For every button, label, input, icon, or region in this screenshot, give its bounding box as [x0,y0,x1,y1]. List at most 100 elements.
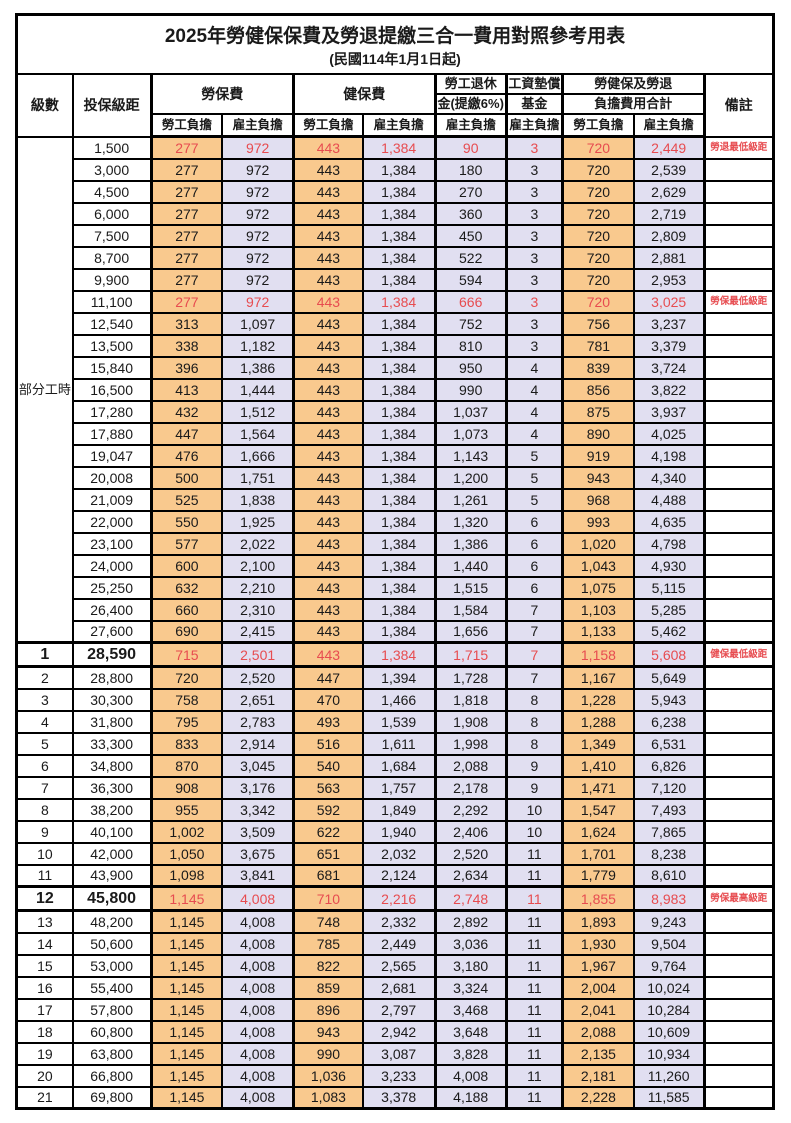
value-cell: 443 [292,509,364,534]
table-row: 15,840 396 1,386 443 1,384 950 4 839 3,724 [17,355,775,380]
table-row: 24,000 600 2,100 443 1,384 1,440 6 1,043 4,930 [17,553,775,578]
note-cell [703,509,775,534]
value-cell: 277 [149,267,224,292]
value-cell: 5,943 [632,687,706,712]
value-cell: 540 [292,753,364,778]
value-cell: 2,634 [434,863,508,888]
table-row: 21,009 525 1,838 443 1,384 1,261 5 968 4,488 [17,487,775,512]
value-cell: 443 [292,531,364,556]
value-cell: 2,520 [434,841,508,866]
value-cell: 972 [221,289,296,314]
value-cell: 277 [149,179,224,204]
value-cell: 1,097 [221,311,296,336]
value-cell: 4,008 [221,1085,296,1110]
value-cell: 3 [505,289,565,314]
level-cell: 21 [15,1085,74,1110]
bracket-cell: 3,000 [71,157,153,182]
value-cell: 8 [505,731,565,756]
value-cell: 2,520 [221,665,296,690]
value-cell: 2,135 [561,1041,635,1066]
value-cell: 1,073 [434,421,508,446]
note-cell [703,841,775,866]
value-cell: 715 [149,641,224,668]
level-cell: 20 [15,1063,74,1088]
table-row: 12,540 313 1,097 443 1,384 752 3 756 3,237 [17,311,775,336]
level-cell: 10 [15,841,74,866]
value-cell: 758 [149,687,224,712]
value-cell: 720 [149,665,224,690]
value-cell: 443 [292,443,364,468]
bracket-cell: 15,840 [71,355,153,380]
value-cell: 2,210 [221,575,296,600]
note-cell [703,997,775,1022]
value-cell: 1,320 [434,509,508,534]
bracket-cell: 4,500 [71,179,153,204]
value-cell: 1,143 [434,443,508,468]
value-cell: 396 [149,355,224,380]
table-row: 17,880 447 1,564 443 1,384 1,073 4 890 4,025 [17,421,775,446]
value-cell: 2,783 [221,709,296,734]
value-cell: 443 [292,465,364,490]
level-cell: 8 [15,797,74,822]
note-cell: 勞保最低級距 [703,289,775,314]
table-row: 17 57,800 1,145 4,008 896 2,797 3,468 11 2,041 10… [15,997,775,1022]
header-pension-employer: 雇主負擔 [434,113,508,138]
value-cell: 3,828 [434,1041,508,1066]
value-cell: 1,098 [149,863,224,888]
value-cell: 11 [505,997,565,1022]
value-cell: 443 [292,223,364,248]
bracket-cell: 48,200 [71,909,153,934]
value-cell: 1,564 [221,421,296,446]
value-cell: 1,818 [434,687,508,712]
bracket-cell: 26,400 [71,597,153,622]
value-cell: 8 [505,709,565,734]
value-cell: 443 [292,487,364,512]
note-cell [703,819,775,844]
value-cell: 9,504 [632,931,706,956]
value-cell: 4,008 [221,885,296,912]
value-cell: 180 [434,157,508,182]
level-cell: 2 [15,665,74,690]
value-cell: 5,285 [632,597,706,622]
bracket-cell: 36,300 [71,775,153,800]
note-cell [703,399,775,424]
value-cell: 5 [505,443,565,468]
value-cell: 443 [292,311,364,336]
value-cell: 3,045 [221,753,296,778]
header-health-insurance: 健保費 [292,73,437,115]
value-cell: 1,940 [361,819,437,844]
note-cell [703,1085,775,1110]
note-cell [703,1063,775,1088]
value-cell: 2,539 [632,157,706,182]
value-cell: 943 [561,465,635,490]
bracket-cell: 17,880 [71,421,153,446]
value-cell: 752 [434,311,508,336]
table-row: 26,400 660 2,310 443 1,384 1,584 7 1,103 5,285 [17,597,775,622]
value-cell: 577 [149,531,224,556]
value-cell: 2,892 [434,909,508,934]
value-cell: 1,145 [149,975,224,1000]
value-cell: 443 [292,333,364,358]
value-cell: 781 [561,333,635,358]
header-total-employer: 雇主負擔 [632,113,706,138]
value-cell: 3,025 [632,289,706,314]
table-row: 18 60,800 1,145 4,008 943 2,942 3,648 11 2,088 10… [15,1019,775,1044]
value-cell: 592 [292,797,364,822]
value-cell: 600 [149,553,224,578]
level-cell: 19 [15,1041,74,1066]
value-cell: 666 [434,289,508,314]
header-fund-employer: 雇主負擔 [505,113,565,138]
value-cell: 1,043 [561,553,635,578]
value-cell: 622 [292,819,364,844]
value-cell: 833 [149,731,224,756]
value-cell: 3,841 [221,863,296,888]
value-cell: 1,384 [361,267,437,292]
table-row: 12 45,800 1,145 4,008 710 2,216 2,748 11 1,855 8,… [15,885,775,912]
value-cell: 2,449 [361,931,437,956]
note-cell [703,223,775,248]
title-row: 2025年勞健保保費及勞退提繳三合一費用對照參考用表 (民國114年1月1日起) [15,13,775,75]
value-cell: 3 [505,223,565,248]
value-cell: 632 [149,575,224,600]
value-cell: 4,025 [632,421,706,446]
